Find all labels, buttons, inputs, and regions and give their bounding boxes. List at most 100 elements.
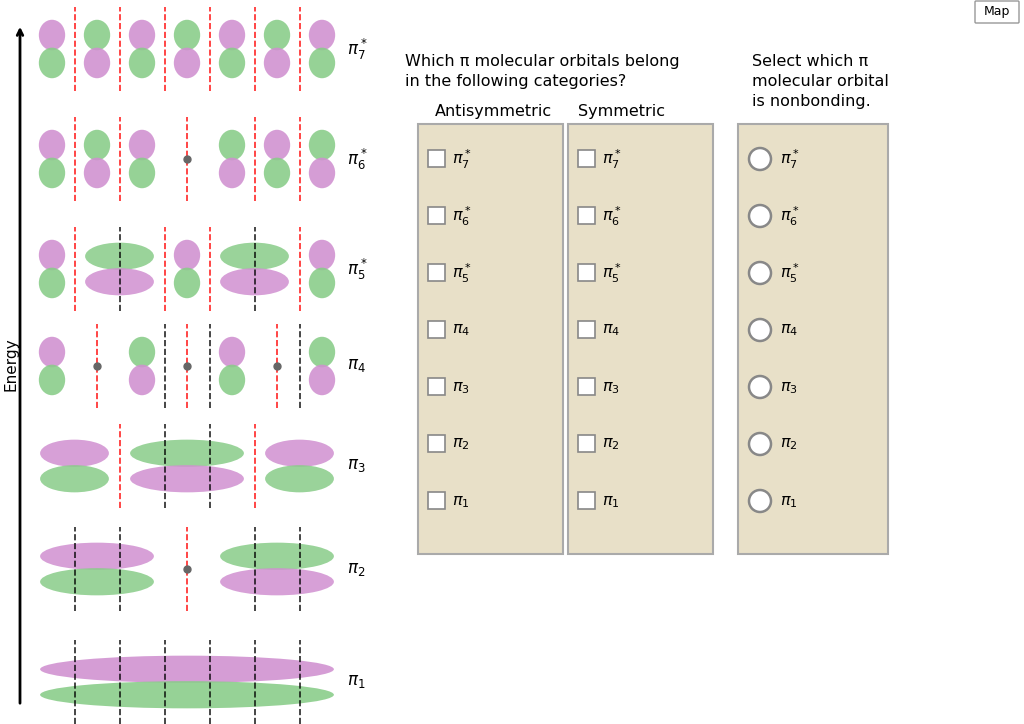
- Ellipse shape: [40, 543, 154, 570]
- Ellipse shape: [219, 337, 245, 367]
- Ellipse shape: [129, 337, 156, 367]
- Circle shape: [749, 262, 771, 284]
- Ellipse shape: [39, 158, 66, 188]
- Text: $\pi_7^*$: $\pi_7^*$: [602, 148, 622, 171]
- Text: $\pi_2$: $\pi_2$: [602, 436, 620, 452]
- Ellipse shape: [129, 20, 156, 51]
- Text: $\pi_6^*$: $\pi_6^*$: [452, 204, 472, 227]
- Text: $\pi_6^*$: $\pi_6^*$: [347, 146, 368, 172]
- Ellipse shape: [84, 48, 111, 78]
- Ellipse shape: [85, 243, 154, 270]
- Ellipse shape: [174, 240, 200, 270]
- FancyBboxPatch shape: [568, 124, 713, 554]
- Bar: [428, 435, 445, 452]
- Text: $\pi_5^*$: $\pi_5^*$: [780, 261, 800, 285]
- Text: Symmetric: Symmetric: [578, 104, 665, 119]
- Ellipse shape: [40, 681, 334, 708]
- Ellipse shape: [309, 365, 335, 395]
- FancyBboxPatch shape: [975, 1, 1019, 23]
- Ellipse shape: [264, 20, 290, 51]
- Text: $\pi_2$: $\pi_2$: [780, 436, 798, 452]
- Circle shape: [749, 148, 771, 170]
- Ellipse shape: [129, 130, 156, 160]
- Ellipse shape: [84, 130, 111, 160]
- Ellipse shape: [39, 240, 66, 270]
- Circle shape: [749, 319, 771, 341]
- Ellipse shape: [85, 268, 154, 295]
- Text: Select which π: Select which π: [752, 54, 868, 69]
- Ellipse shape: [264, 48, 290, 78]
- Bar: [578, 321, 595, 338]
- Ellipse shape: [129, 158, 156, 188]
- Ellipse shape: [130, 465, 244, 492]
- Ellipse shape: [264, 130, 290, 160]
- Ellipse shape: [265, 439, 334, 467]
- Bar: [578, 150, 595, 167]
- Ellipse shape: [84, 158, 111, 188]
- Bar: [428, 150, 445, 167]
- Ellipse shape: [129, 365, 156, 395]
- Text: Which π molecular orbitals belong: Which π molecular orbitals belong: [406, 54, 680, 69]
- Ellipse shape: [219, 20, 245, 51]
- Ellipse shape: [219, 158, 245, 188]
- Ellipse shape: [219, 48, 245, 78]
- Ellipse shape: [309, 48, 335, 78]
- Ellipse shape: [220, 568, 334, 595]
- Bar: [428, 207, 445, 224]
- Ellipse shape: [40, 439, 109, 467]
- Circle shape: [749, 376, 771, 398]
- Text: Map: Map: [984, 6, 1011, 19]
- Ellipse shape: [130, 439, 244, 467]
- Text: Energy: Energy: [3, 337, 18, 391]
- Ellipse shape: [174, 20, 200, 51]
- Ellipse shape: [219, 130, 245, 160]
- Ellipse shape: [174, 268, 200, 298]
- Bar: [578, 264, 595, 281]
- Ellipse shape: [220, 543, 334, 570]
- Text: $\pi_1$: $\pi_1$: [452, 492, 470, 510]
- Ellipse shape: [264, 158, 290, 188]
- Bar: [428, 264, 445, 281]
- Bar: [578, 435, 595, 452]
- Bar: [428, 492, 445, 509]
- Ellipse shape: [39, 20, 66, 51]
- Ellipse shape: [39, 337, 66, 367]
- Text: $\pi_5^*$: $\pi_5^*$: [452, 261, 472, 285]
- Text: $\pi_7^*$: $\pi_7^*$: [780, 148, 800, 171]
- Ellipse shape: [39, 130, 66, 160]
- Ellipse shape: [39, 48, 66, 78]
- Circle shape: [749, 490, 771, 512]
- Ellipse shape: [129, 48, 156, 78]
- Text: $\pi_3$: $\pi_3$: [780, 379, 798, 395]
- Text: $\pi_5^*$: $\pi_5^*$: [347, 256, 368, 282]
- Circle shape: [749, 205, 771, 227]
- Ellipse shape: [39, 268, 66, 298]
- Text: $\pi_5^*$: $\pi_5^*$: [602, 261, 622, 285]
- Bar: [578, 492, 595, 509]
- Ellipse shape: [309, 240, 335, 270]
- Ellipse shape: [40, 568, 154, 595]
- Text: $\pi_4$: $\pi_4$: [347, 358, 366, 374]
- Text: $\pi_6^*$: $\pi_6^*$: [602, 204, 622, 227]
- FancyBboxPatch shape: [418, 124, 563, 554]
- Text: Antisymmetric: Antisymmetric: [435, 104, 552, 119]
- Text: $\pi_1$: $\pi_1$: [780, 492, 798, 510]
- Circle shape: [749, 433, 771, 455]
- FancyBboxPatch shape: [738, 124, 888, 554]
- Ellipse shape: [309, 158, 335, 188]
- Text: $\pi_2$: $\pi_2$: [452, 436, 470, 452]
- Text: $\pi_1$: $\pi_1$: [602, 492, 620, 510]
- Text: is nonbonding.: is nonbonding.: [752, 94, 870, 109]
- Text: $\pi_7^*$: $\pi_7^*$: [452, 148, 472, 171]
- Ellipse shape: [84, 20, 111, 51]
- Ellipse shape: [309, 337, 335, 367]
- Ellipse shape: [40, 656, 334, 683]
- Text: $\pi_4$: $\pi_4$: [780, 321, 798, 339]
- Ellipse shape: [309, 268, 335, 298]
- Text: $\pi_4$: $\pi_4$: [452, 321, 470, 339]
- Text: in the following categories?: in the following categories?: [406, 74, 627, 89]
- Bar: [578, 378, 595, 395]
- Ellipse shape: [174, 48, 200, 78]
- Text: $\pi_2$: $\pi_2$: [347, 560, 366, 578]
- Bar: [428, 321, 445, 338]
